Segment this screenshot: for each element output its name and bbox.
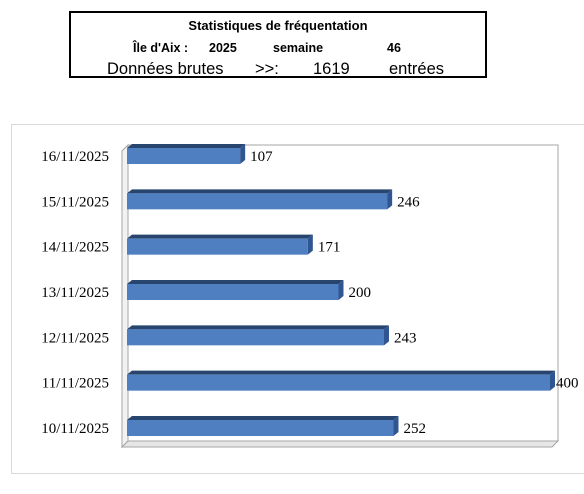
bar: [127, 420, 394, 436]
category-label: 16/11/2025: [41, 149, 109, 165]
bar-end: [307, 234, 313, 255]
header-year: 2025: [209, 41, 237, 55]
bar-end: [550, 370, 555, 391]
value-label: 243: [394, 330, 417, 346]
bar-top: [127, 189, 393, 194]
stats-header-box: Statistiques de fréquentation Île d'Aix …: [69, 11, 487, 78]
category-label: 12/11/2025: [41, 330, 109, 346]
value-label: 200: [349, 285, 372, 301]
bar-top: [127, 280, 344, 284]
bar-end: [393, 416, 399, 436]
bar-top: [127, 144, 246, 148]
bar: [127, 238, 308, 255]
category-label: 13/11/2025: [41, 285, 109, 301]
bar: [127, 329, 384, 346]
bar: [127, 284, 339, 300]
bar-end: [240, 144, 246, 164]
bar: [127, 193, 388, 210]
header-total: 1619: [313, 60, 350, 78]
bar-top: [127, 370, 555, 375]
category-label: 15/11/2025: [41, 194, 109, 210]
bar: [127, 148, 241, 164]
bar-end: [387, 189, 393, 210]
bar-end: [383, 325, 389, 346]
category-label: 14/11/2025: [41, 240, 109, 256]
bar-top: [127, 234, 313, 239]
bar-top: [127, 416, 399, 420]
header-title: Statistiques de fréquentation: [188, 18, 368, 33]
header-unit: entrées: [389, 60, 445, 78]
header-arrow: >>:: [255, 60, 279, 78]
value-label: 252: [403, 421, 426, 437]
header-raw-label: Données brutes: [107, 60, 224, 78]
header-location: Île d'Aix :: [133, 41, 189, 55]
bar-top: [127, 325, 389, 330]
bar-end: [338, 280, 344, 300]
value-label: 400: [556, 376, 579, 392]
value-label: 171: [318, 240, 341, 256]
floor: [120, 440, 560, 448]
header-week-number: 46: [387, 41, 401, 55]
bar: [127, 374, 550, 391]
category-label: 11/11/2025: [42, 376, 109, 392]
value-label: 107: [250, 149, 273, 165]
value-label: 246: [397, 194, 420, 210]
category-label: 10/11/2025: [41, 421, 109, 437]
header-week-label: semaine: [273, 41, 324, 55]
